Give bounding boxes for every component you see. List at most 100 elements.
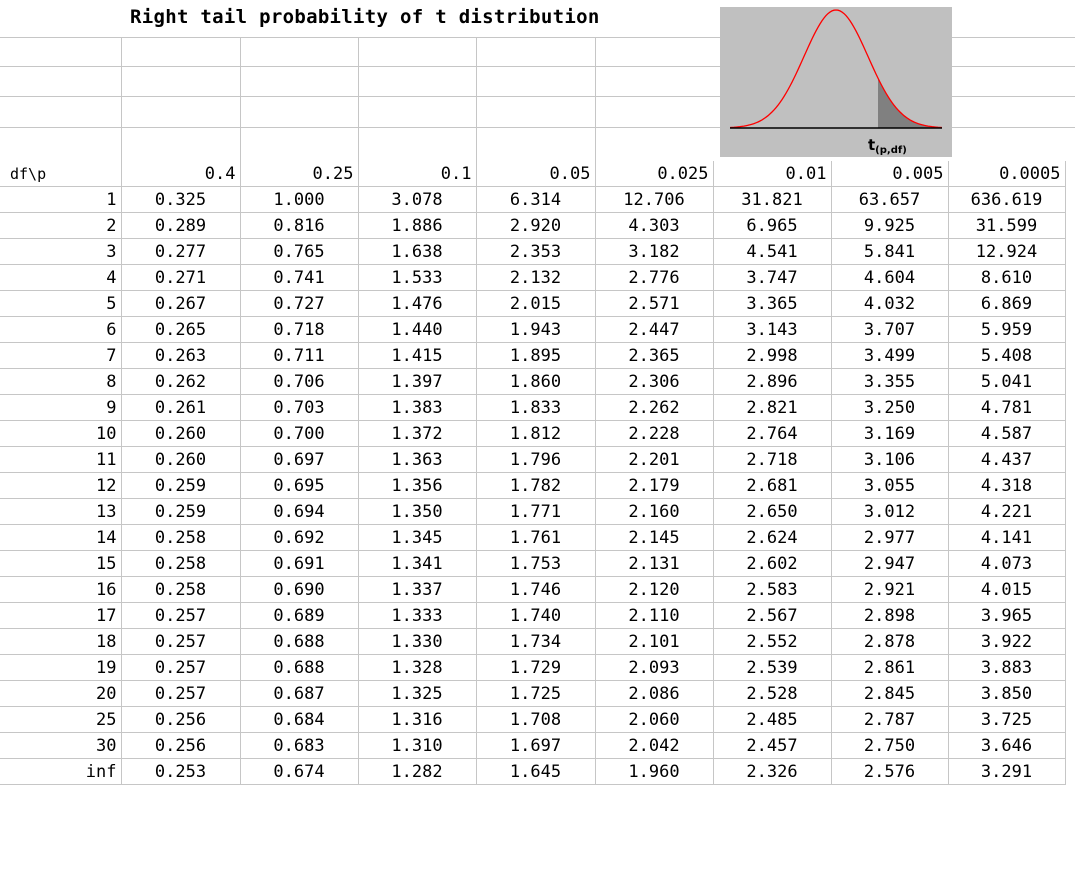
t-value-cell: 3.182 bbox=[595, 238, 714, 265]
t-value-cell: 5.959 bbox=[948, 316, 1066, 343]
t-value-cell: 0.258 bbox=[121, 524, 241, 551]
t-value-cell: 2.921 bbox=[831, 576, 949, 603]
t-value-cell: 2.262 bbox=[595, 394, 714, 421]
t-value-cell: 1.796 bbox=[476, 446, 596, 473]
t-value-cell: 2.624 bbox=[713, 524, 832, 551]
df-label: 17 bbox=[0, 602, 122, 629]
t-value-cell: 3.850 bbox=[948, 680, 1066, 707]
t-value-cell: 3.365 bbox=[713, 290, 832, 317]
gridline bbox=[476, 37, 477, 161]
t-value-cell: 0.271 bbox=[121, 264, 241, 291]
t-value-cell: 2.681 bbox=[713, 472, 832, 499]
t-value-cell: 4.318 bbox=[948, 472, 1066, 499]
t-value-cell: 3.747 bbox=[713, 264, 832, 291]
df-label: 10 bbox=[0, 420, 122, 447]
column-header-p: 0.4 bbox=[121, 161, 241, 187]
t-value-cell: 3.078 bbox=[358, 186, 477, 213]
t-value-cell: 3.883 bbox=[948, 654, 1066, 681]
t-value-cell: 3.707 bbox=[831, 316, 949, 343]
df-label: 4 bbox=[0, 264, 122, 291]
t-value-cell: 2.132 bbox=[476, 264, 596, 291]
t-value-cell: 2.650 bbox=[713, 498, 832, 525]
t-value-cell: 3.355 bbox=[831, 368, 949, 395]
t-value-cell: 2.878 bbox=[831, 628, 949, 655]
t-value-cell: 2.365 bbox=[595, 342, 714, 369]
t-value-cell: 1.761 bbox=[476, 524, 596, 551]
t-value-cell: 4.604 bbox=[831, 264, 949, 291]
t-value-cell: 2.228 bbox=[595, 420, 714, 447]
df-label: 16 bbox=[0, 576, 122, 603]
t-value-cell: 6.965 bbox=[713, 212, 832, 239]
gridline bbox=[0, 127, 720, 128]
t-value-cell: 1.316 bbox=[358, 706, 477, 733]
t-value-cell: 2.602 bbox=[713, 550, 832, 577]
t-value-cell: 0.257 bbox=[121, 654, 241, 681]
t-value-cell: 0.258 bbox=[121, 576, 241, 603]
t-value-cell: 1.000 bbox=[240, 186, 359, 213]
t-value-cell: 0.289 bbox=[121, 212, 241, 239]
t-value-cell: 1.333 bbox=[358, 602, 477, 629]
df-label: 8 bbox=[0, 368, 122, 395]
t-value-cell: 2.457 bbox=[713, 732, 832, 759]
df-label: 12 bbox=[0, 472, 122, 499]
t-value-cell: 2.576 bbox=[831, 758, 949, 785]
column-header-p: 0.005 bbox=[831, 161, 949, 187]
t-value-cell: 2.179 bbox=[595, 472, 714, 499]
t-value-cell: 3.965 bbox=[948, 602, 1066, 629]
t-value-cell: 1.708 bbox=[476, 706, 596, 733]
table-row: 30 0.256 0.683 1.310 1.697 2.042 2.457 2.750 3.6… bbox=[0, 732, 1066, 759]
table-row: 14 0.258 0.692 1.345 1.761 2.145 2.624 2.977 4.1… bbox=[0, 524, 1066, 551]
table-row: 25 0.256 0.684 1.316 1.708 2.060 2.485 2.787 3.7… bbox=[0, 706, 1066, 733]
t-value-cell: 2.776 bbox=[595, 264, 714, 291]
column-header-p: 0.025 bbox=[595, 161, 714, 187]
t-value-cell: 0.261 bbox=[121, 394, 241, 421]
gridline bbox=[0, 37, 720, 38]
t-value-cell: 2.110 bbox=[595, 602, 714, 629]
table-row: 6 0.265 0.718 1.440 1.943 2.447 3.143 3.707 5.95… bbox=[0, 316, 1066, 343]
t-value-cell: 2.898 bbox=[831, 602, 949, 629]
t-value-cell: 1.415 bbox=[358, 342, 477, 369]
t-value-cell: 1.833 bbox=[476, 394, 596, 421]
t-value-cell: 1.638 bbox=[358, 238, 477, 265]
t-value-cell: 12.706 bbox=[595, 186, 714, 213]
table-row: 11 0.260 0.697 1.363 1.796 2.201 2.718 3.106 4.4… bbox=[0, 446, 1066, 473]
t-value-cell: 1.345 bbox=[358, 524, 477, 551]
t-value-cell: 2.131 bbox=[595, 550, 714, 577]
t-value-cell: 0.691 bbox=[240, 550, 359, 577]
column-header-p: 0.01 bbox=[713, 161, 832, 187]
t-value-cell: 0.257 bbox=[121, 680, 241, 707]
t-value-cell: 0.263 bbox=[121, 342, 241, 369]
table-row: 13 0.259 0.694 1.350 1.771 2.160 2.650 3.012 4.2… bbox=[0, 498, 1066, 525]
table-row: 8 0.262 0.706 1.397 1.860 2.306 2.896 3.355 5.04… bbox=[0, 368, 1066, 395]
t-value-cell: 0.259 bbox=[121, 472, 241, 499]
t-value-cell: 1.895 bbox=[476, 342, 596, 369]
table-row: 3 0.277 0.765 1.638 2.353 3.182 4.541 5.841 12.9… bbox=[0, 238, 1066, 265]
t-value-cell: 3.725 bbox=[948, 706, 1066, 733]
table-row: 18 0.257 0.688 1.330 1.734 2.101 2.552 2.878 3.9… bbox=[0, 628, 1066, 655]
df-label: 18 bbox=[0, 628, 122, 655]
t-value-cell: 1.697 bbox=[476, 732, 596, 759]
df-label: inf bbox=[0, 758, 122, 785]
t-value-cell: 1.645 bbox=[476, 758, 596, 785]
t-value-cell: 636.619 bbox=[948, 186, 1066, 213]
t-value-cell: 1.943 bbox=[476, 316, 596, 343]
t-value-cell: 0.741 bbox=[240, 264, 359, 291]
t-value-cell: 0.257 bbox=[121, 602, 241, 629]
t-value-cell: 4.032 bbox=[831, 290, 949, 317]
t-value-cell: 0.260 bbox=[121, 446, 241, 473]
column-header-p: 0.25 bbox=[240, 161, 359, 187]
critical-value-label: t(p,df) bbox=[868, 136, 907, 156]
right-tail-area bbox=[878, 78, 942, 128]
t-value-cell: 0.257 bbox=[121, 628, 241, 655]
t-value-cell: 0.692 bbox=[240, 524, 359, 551]
t-value-cell: 2.201 bbox=[595, 446, 714, 473]
t-value-cell: 1.860 bbox=[476, 368, 596, 395]
df-label: 15 bbox=[0, 550, 122, 577]
t-value-cell: 2.326 bbox=[713, 758, 832, 785]
t-value-cell: 2.101 bbox=[595, 628, 714, 655]
t-value-cell: 4.437 bbox=[948, 446, 1066, 473]
df-label: 7 bbox=[0, 342, 122, 369]
t-value-cell: 0.816 bbox=[240, 212, 359, 239]
t-value-cell: 1.440 bbox=[358, 316, 477, 343]
t-distribution-graph: t(p,df) bbox=[720, 7, 952, 157]
